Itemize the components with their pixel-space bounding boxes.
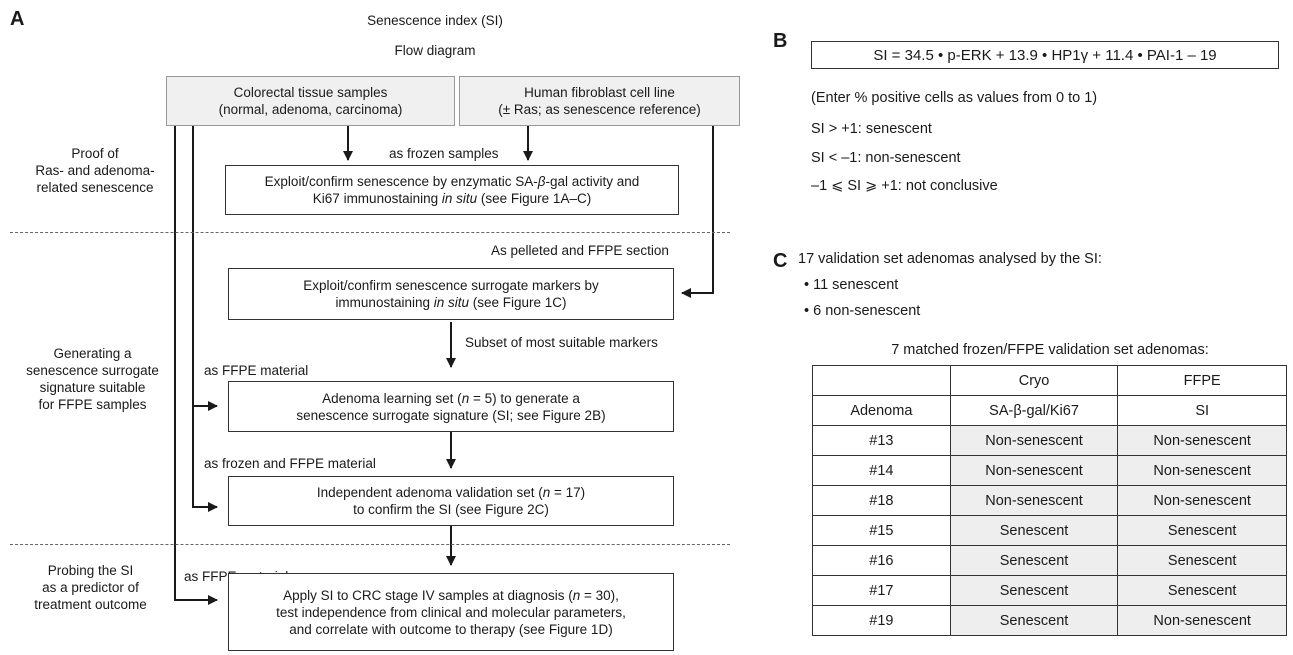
header-cell-adenoma: Adenoma bbox=[812, 395, 951, 426]
cell-cryo: Senescent bbox=[949, 605, 1119, 636]
flow-connectors bbox=[174, 126, 714, 605]
cell-cryo: Senescent bbox=[949, 545, 1119, 576]
bullet-non-senescent: • 6 non-senescent bbox=[804, 303, 921, 319]
section-label-generating: Generating a senescence surrogate signat… bbox=[26, 346, 159, 412]
si-formula-box: SI = 34.5 • p-ERK + 13.9 • HP1γ + 11.4 •… bbox=[811, 41, 1279, 69]
label-subset-markers: Subset of most suitable markers bbox=[465, 335, 658, 350]
header-cell-si: SI bbox=[1117, 395, 1287, 426]
panel-c-letter: C bbox=[773, 250, 788, 272]
section-label-probing: Probing the SI as a predictor of treatme… bbox=[34, 563, 147, 612]
cell-adenoma-id: #13 bbox=[812, 425, 951, 456]
panel-a-letter: A bbox=[10, 8, 25, 30]
si-rule-non-senescent: SI < –1: non-senescent bbox=[811, 150, 961, 166]
cell-ffpe: Non-senescent bbox=[1117, 455, 1287, 486]
cell-adenoma-id: #14 bbox=[812, 455, 951, 486]
cell-adenoma-id: #15 bbox=[812, 515, 951, 546]
arrow-fibroblast-to-box2 bbox=[681, 126, 714, 298]
table-row: #17 Senescent Senescent bbox=[812, 575, 1287, 606]
label-frozen-and-ffpe: as frozen and FFPE material bbox=[204, 456, 376, 471]
table-header-row-1: Cryo FFPE bbox=[812, 365, 1287, 396]
box-adenoma-learning-set: Adenoma learning set (n = 5) to generate… bbox=[228, 381, 674, 432]
table-row: #14 Non-senescent Non-senescent bbox=[812, 455, 1287, 486]
header-cell-cryo: Cryo bbox=[949, 365, 1119, 396]
cell-adenoma-id: #19 bbox=[812, 605, 951, 636]
si-rule-not-conclusive: –1 ⩽ SI ⩾ +1: not conclusive bbox=[811, 178, 998, 194]
bullet-senescent: • 11 senescent bbox=[804, 277, 899, 293]
cell-adenoma-id: #16 bbox=[812, 545, 951, 576]
table-row: #15 Senescent Senescent bbox=[812, 515, 1287, 546]
label-ffpe-material-1: as FFPE material bbox=[204, 363, 309, 378]
header-cell-sa-gal: SA-β-gal/Ki67 bbox=[949, 395, 1119, 426]
tissue-samples-box: Colorectal tissue samples (normal, adeno… bbox=[166, 76, 455, 126]
flow-subtitle: Flow diagram bbox=[394, 43, 476, 58]
fibroblast-cell-line-box: Human fibroblast cell line (± Ras; as se… bbox=[459, 76, 740, 126]
cell-ffpe: Non-senescent bbox=[1117, 605, 1287, 636]
label-pelleted-ffpe: As pelleted and FFPE section bbox=[491, 243, 669, 258]
panel-b-letter: B bbox=[773, 30, 788, 52]
table-row: #13 Non-senescent Non-senescent bbox=[812, 425, 1287, 456]
section-divider-1 bbox=[10, 232, 730, 233]
cell-ffpe: Senescent bbox=[1117, 575, 1287, 606]
box-sa-gal-ki67: Exploit/confirm senescence by enzymatic … bbox=[225, 165, 679, 215]
section-label-proof: Proof of Ras- and adenoma- related senes… bbox=[35, 146, 155, 195]
matched-table-title: 7 matched frozen/FFPE validation set ade… bbox=[891, 342, 1209, 358]
label-frozen-samples: as frozen samples bbox=[389, 146, 499, 161]
table-row: #19 Senescent Non-senescent bbox=[812, 605, 1287, 636]
cell-ffpe: Senescent bbox=[1117, 515, 1287, 546]
box-crc-stage-iv: Apply SI to CRC stage IV samples at diag… bbox=[228, 573, 674, 651]
section-divider-2 bbox=[10, 544, 730, 545]
header-cell bbox=[812, 365, 951, 396]
arrow-tissue-to-box4 bbox=[192, 126, 218, 512]
arrow-tissue-to-box5 bbox=[174, 126, 218, 605]
cell-ffpe: Non-senescent bbox=[1117, 425, 1287, 456]
si-note: (Enter % positive cells as values from 0… bbox=[811, 90, 1098, 106]
flow-title: Senescence index (SI) bbox=[367, 13, 503, 28]
cell-adenoma-id: #18 bbox=[812, 485, 951, 516]
cell-cryo: Non-senescent bbox=[949, 485, 1119, 516]
box-surrogate-markers: Exploit/confirm senescence surrogate mar… bbox=[228, 268, 674, 320]
validation-table: Cryo FFPE Adenoma SA-β-gal/Ki67 SI #13 N… bbox=[812, 365, 1287, 636]
cell-cryo: Non-senescent bbox=[949, 425, 1119, 456]
cell-cryo: Senescent bbox=[949, 515, 1119, 546]
cell-cryo: Senescent bbox=[949, 575, 1119, 606]
cell-ffpe: Non-senescent bbox=[1117, 485, 1287, 516]
validation-heading: 17 validation set adenomas analysed by t… bbox=[798, 251, 1102, 267]
si-rule-senescent: SI > +1: senescent bbox=[811, 121, 932, 137]
header-cell-ffpe: FFPE bbox=[1117, 365, 1287, 396]
table-header-row-2: Adenoma SA-β-gal/Ki67 SI bbox=[812, 395, 1287, 426]
table-row: #18 Non-senescent Non-senescent bbox=[812, 485, 1287, 516]
cell-cryo: Non-senescent bbox=[949, 455, 1119, 486]
box-adenoma-validation-set: Independent adenoma validation set (n = … bbox=[228, 476, 674, 526]
table-row: #16 Senescent Senescent bbox=[812, 545, 1287, 576]
cell-adenoma-id: #17 bbox=[812, 575, 951, 606]
cell-ffpe: Senescent bbox=[1117, 545, 1287, 576]
